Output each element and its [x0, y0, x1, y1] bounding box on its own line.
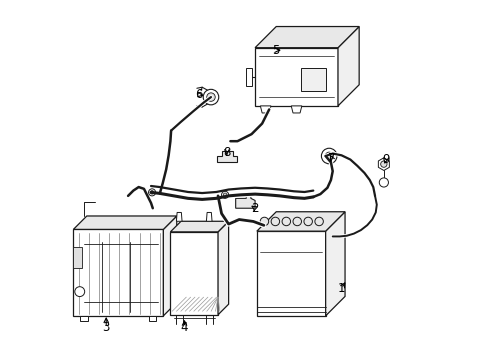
- Circle shape: [270, 217, 279, 226]
- Polygon shape: [378, 158, 388, 171]
- Text: 2: 2: [251, 202, 258, 215]
- Polygon shape: [170, 232, 218, 315]
- Text: 4: 4: [181, 321, 188, 334]
- Text: 3: 3: [102, 321, 110, 334]
- Circle shape: [314, 217, 323, 226]
- Circle shape: [325, 152, 332, 160]
- Polygon shape: [149, 316, 156, 321]
- Polygon shape: [73, 247, 82, 268]
- Circle shape: [223, 193, 226, 197]
- Polygon shape: [170, 221, 228, 232]
- Circle shape: [321, 148, 336, 164]
- Polygon shape: [73, 229, 163, 316]
- Polygon shape: [218, 221, 228, 315]
- Circle shape: [282, 217, 290, 226]
- Circle shape: [221, 191, 228, 198]
- Polygon shape: [256, 212, 345, 231]
- Polygon shape: [81, 316, 87, 321]
- Polygon shape: [300, 68, 325, 91]
- Circle shape: [304, 217, 312, 226]
- Polygon shape: [291, 106, 301, 113]
- Text: 1: 1: [337, 282, 345, 295]
- Polygon shape: [255, 48, 337, 106]
- Polygon shape: [325, 212, 345, 316]
- Polygon shape: [235, 194, 255, 208]
- Polygon shape: [337, 27, 358, 106]
- Circle shape: [292, 217, 301, 226]
- Circle shape: [260, 217, 268, 226]
- Polygon shape: [246, 68, 252, 86]
- Text: 8: 8: [223, 146, 230, 159]
- Circle shape: [203, 89, 218, 105]
- Polygon shape: [206, 212, 212, 221]
- Circle shape: [150, 190, 154, 194]
- Circle shape: [380, 161, 386, 167]
- Polygon shape: [255, 27, 358, 48]
- Polygon shape: [176, 212, 182, 221]
- Circle shape: [75, 287, 84, 297]
- Polygon shape: [260, 106, 270, 113]
- Text: 6: 6: [195, 88, 202, 101]
- Polygon shape: [256, 231, 325, 316]
- Text: 9: 9: [381, 153, 388, 166]
- Polygon shape: [217, 151, 236, 162]
- Polygon shape: [73, 216, 176, 229]
- Text: 7: 7: [327, 152, 335, 165]
- Polygon shape: [163, 216, 176, 316]
- Circle shape: [379, 178, 387, 187]
- Text: 5: 5: [272, 44, 279, 57]
- Circle shape: [206, 93, 215, 101]
- Circle shape: [148, 189, 155, 196]
